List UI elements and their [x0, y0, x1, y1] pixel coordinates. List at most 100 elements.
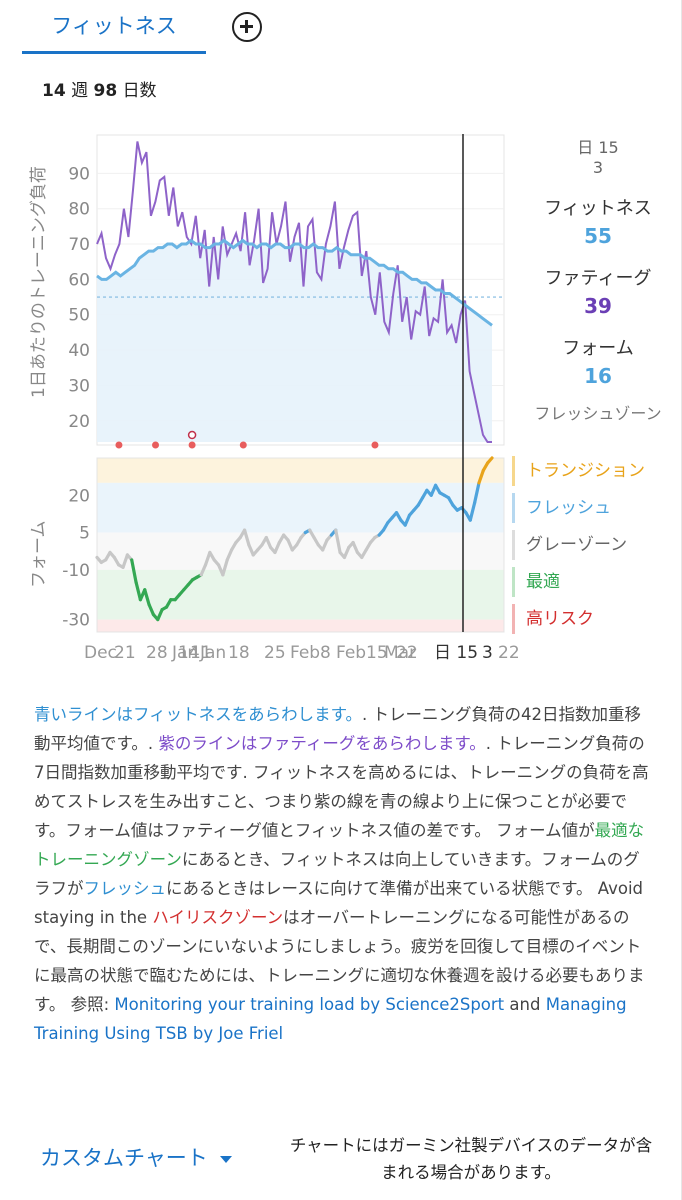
- desc-text-2: . トレーニング負荷の7日間指数加重移動平均です. フィットネスを高めるには、ト…: [34, 734, 649, 840]
- form-segment: [156, 608, 164, 622]
- form-segment: [321, 538, 329, 552]
- x-tick-label: 11: [190, 643, 212, 663]
- period-summary: 14 週 98 日数: [42, 76, 157, 101]
- load-y-tick: 20: [68, 412, 90, 432]
- desc-high-risk: ハイリスクゾーン: [152, 908, 284, 927]
- form-label: フォーム: [562, 338, 634, 359]
- form-plot-frame: [96, 457, 505, 633]
- x-tick-label: 28: [146, 643, 168, 663]
- fitness-chart[interactable]: 90 80 70 60 50 40 30 20 1日あたりのトレーニング負荷 20 5 -10 -3…: [0, 120, 682, 680]
- load-y-tick: 30: [68, 376, 90, 396]
- form-zone-band: [97, 619, 504, 632]
- form-segment: [130, 558, 138, 584]
- form-line: [95, 456, 494, 622]
- desc-and: and: [504, 995, 546, 1014]
- fatigue-label: ファティーグ: [544, 268, 652, 289]
- event-markers[interactable]: [115, 430, 379, 449]
- chart-svg[interactable]: 90 80 70 60 50 40 30 20 1日あたりのトレーニング負荷 20 5 -10 -3…: [0, 120, 520, 680]
- form-y-tick: 5: [79, 524, 90, 544]
- load-y-tick: 90: [68, 164, 90, 184]
- load-axis-label: 1日あたりのトレーニング負荷: [29, 166, 49, 398]
- tab-fitness[interactable]: フィットネス: [22, 8, 206, 54]
- event-marker[interactable]: [239, 441, 247, 449]
- form-y-tick: -10: [62, 561, 90, 581]
- load-y-tick: 70: [68, 235, 90, 255]
- weeks-count: 14: [42, 81, 66, 101]
- fitness-value: 55: [584, 224, 612, 248]
- days-unit: 日数: [122, 81, 157, 101]
- desc-fresh: フレッシュ: [83, 879, 167, 898]
- form-segment: [199, 563, 208, 577]
- legend-fresh-label: フレッシュ: [526, 498, 611, 518]
- form-zone-bands: [96, 457, 505, 633]
- legend-transition: トランジション: [508, 456, 678, 493]
- desc-text-3: にあるとき、フィットネスは向上していきます。フォームのグラフが: [34, 850, 640, 898]
- event-marker-open[interactable]: [187, 430, 197, 440]
- load-y-tick: 50: [68, 306, 90, 326]
- days-count: 98: [93, 81, 118, 101]
- legend-transition-label: トランジション: [526, 461, 645, 481]
- link-science2sport[interactable]: Monitoring your training load by Science…: [114, 995, 505, 1014]
- legend-grey: グレーゾーン: [508, 530, 678, 567]
- form-segment: [221, 558, 229, 577]
- desc-optimal: 最適なトレーニングゾーン: [34, 821, 645, 869]
- desc-text-5: はオーバートレーニングになる可能性があるので、長期間このゾーンにいないようにしま…: [34, 908, 645, 1014]
- event-marker[interactable]: [371, 441, 379, 449]
- link-joe-friel[interactable]: Managing Training Using TSB by Joe Friel: [34, 995, 627, 1043]
- form-segment: [134, 580, 143, 602]
- fitness-label: フィットネス: [544, 198, 652, 219]
- form-segment: [264, 535, 273, 550]
- plus-circle-icon[interactable]: [232, 12, 262, 42]
- form-segment: [473, 481, 481, 505]
- legend-optimal-label: 最適: [526, 572, 560, 592]
- form-segment: [247, 543, 255, 557]
- zone-legend: トランジション フレッシュ グレーゾーン 最適 高リスク: [508, 456, 678, 641]
- event-marker[interactable]: [152, 441, 160, 449]
- form-segment: [486, 456, 494, 465]
- form-segment: [477, 468, 485, 485]
- x-tick-label: 3: [482, 643, 493, 663]
- selected-date-line2: 3: [592, 158, 604, 177]
- x-tick-label: Mar: [384, 643, 416, 663]
- legend-high-risk: 高リスク: [508, 604, 678, 641]
- fatigue-line: [96, 141, 492, 443]
- form-zone-band: [97, 569, 504, 620]
- zone-label: フレッシュゾーン: [534, 404, 662, 423]
- load-y-tick: 40: [68, 341, 90, 361]
- legend-optimal: 最適: [508, 567, 678, 604]
- x-tick-label: 14: [178, 643, 200, 663]
- form-segment: [203, 550, 212, 567]
- event-marker[interactable]: [188, 441, 196, 449]
- custom-chart-button[interactable]: カスタムチャート: [40, 1142, 232, 1172]
- form-segment: [468, 501, 477, 522]
- x-tick-label: 18: [228, 643, 250, 663]
- selected-date: 日 15: [577, 138, 619, 157]
- weeks-unit: 週: [71, 81, 89, 101]
- custom-chart-label: カスタムチャート: [40, 1146, 208, 1170]
- form-segment: [403, 513, 412, 527]
- value-panel: 日 15 3 フィットネス 55 ファティーグ 39 フォーム 16 フレッシュ…: [518, 138, 678, 424]
- desc-fatigue: 紫のラインはファティーグをあらわします。: [158, 734, 486, 753]
- x-tick-label: 22: [396, 643, 418, 663]
- form-segment: [351, 540, 360, 555]
- form-segment: [121, 553, 129, 569]
- form-y-ticks: 20 5 -10 -30: [62, 486, 90, 630]
- form-segment: [242, 528, 251, 547]
- x-tick-label: 21: [114, 643, 136, 663]
- legend-high-risk-label: 高リスク: [526, 609, 594, 629]
- tab-bar: フィットネス: [0, 0, 682, 58]
- desc-text-1: . トレーニング負荷の42日指数加重移動平均値です。.: [34, 705, 642, 753]
- form-segment: [334, 528, 342, 555]
- x-tick-label: 25: [264, 643, 286, 663]
- event-marker[interactable]: [115, 441, 123, 449]
- x-tick-label: 22: [498, 643, 520, 663]
- form-value: 16: [584, 364, 612, 388]
- x-tick-label: 日 15: [434, 643, 478, 663]
- load-y-ticks: 90 80 70 60 50 40 30 20: [68, 164, 90, 431]
- fitness-line: [96, 238, 493, 327]
- caret-down-icon: [219, 1155, 232, 1163]
- data-source-note: チャートにはガーミン社製デバイスのデータが含まれる場合があります。: [289, 1136, 653, 1182]
- form-segment: [147, 603, 156, 617]
- x-tick-label: 8: [320, 643, 331, 663]
